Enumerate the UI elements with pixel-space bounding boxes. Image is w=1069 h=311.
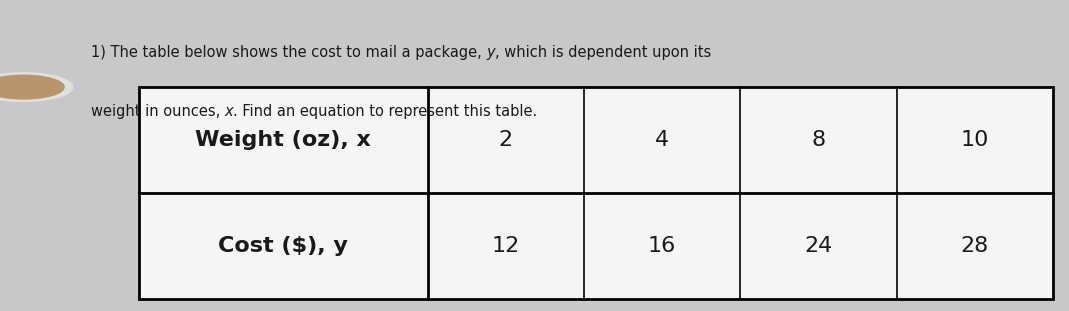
Text: . Find an equation to represent this table.: . Find an equation to represent this tab… (233, 104, 538, 119)
Text: 24: 24 (804, 236, 833, 256)
Text: 12: 12 (492, 236, 520, 256)
Text: 8: 8 (811, 130, 825, 150)
Text: 10: 10 (961, 130, 989, 150)
Circle shape (0, 75, 64, 99)
Text: 1) The table below shows the cost to mail a package,: 1) The table below shows the cost to mai… (91, 45, 486, 60)
Text: 4: 4 (655, 130, 669, 150)
Text: , which is dependent upon its: , which is dependent upon its (495, 45, 711, 60)
Text: 2: 2 (499, 130, 513, 150)
Text: y: y (486, 45, 495, 60)
Bar (139, 87, 1053, 299)
Text: Cost ($), y: Cost ($), y (218, 236, 348, 256)
Text: 16: 16 (648, 236, 677, 256)
Text: Weight (oz), x: Weight (oz), x (196, 130, 371, 150)
Text: weight in ounces,: weight in ounces, (91, 104, 224, 119)
Circle shape (0, 73, 73, 101)
Text: 28: 28 (961, 236, 989, 256)
Bar (139, 87, 1053, 299)
Text: x: x (224, 104, 233, 119)
